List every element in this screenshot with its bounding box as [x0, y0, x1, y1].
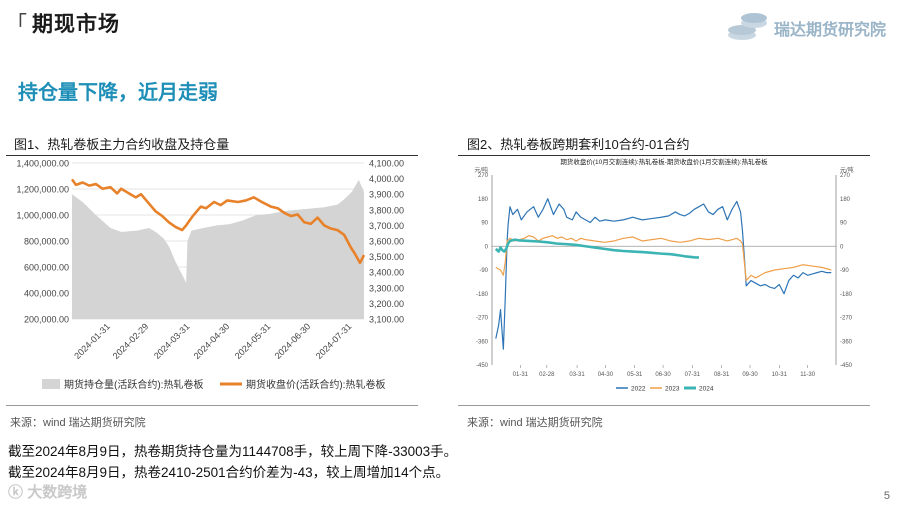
x-tick-label: 07-31: [685, 372, 701, 378]
figure1-source: 来源：wind 瑞达期货研究院: [10, 417, 146, 429]
y-left-tick-label: 600,000.00: [24, 263, 69, 273]
y-right-tick-label: 90: [840, 221, 847, 227]
y-left-tick-label: 180: [478, 197, 489, 203]
y-left-tick-label: -360: [476, 339, 489, 345]
x-tick-label: 08-31: [714, 372, 730, 378]
y-right-tick-label: 180: [840, 197, 851, 203]
series-line-2024: [494, 238, 700, 259]
watermark-icon: ⓚ: [8, 484, 24, 501]
chart2-title: 期货收盘价(10月交割连续):热轧卷板-期货收盘价(1月交割连续):热轧卷板: [560, 157, 768, 166]
y-left-tick-label: 270: [478, 173, 489, 179]
x-tick-label: 2024-05-31: [233, 321, 273, 361]
y-right-tick-label: 3,600.00: [369, 237, 404, 247]
left-unit-label: 元/吨: [474, 166, 488, 174]
y-right-tick-label: -90: [840, 268, 849, 274]
y-right-tick-label: 270: [840, 173, 851, 179]
y-left-tick-label: 1,400,000.00: [16, 159, 69, 169]
x-tick-label: 10-31: [772, 372, 788, 378]
y-left-tick-label: 800,000.00: [24, 237, 69, 247]
right-unit-label: 元/吨: [840, 166, 854, 174]
note-open-interest: 截至2024年8月9日，热卷期货持仓量为1144708手，较上周下降-33003…: [8, 444, 458, 459]
figure2-top-rule: [458, 155, 870, 156]
x-tick-label: 06-30: [655, 372, 671, 378]
coins-icon: [728, 13, 767, 40]
y-right-tick-label: 4,000.00: [369, 174, 404, 184]
figure2-caption: 图2、热轧卷板跨期套利10合约-01合约: [467, 137, 690, 152]
x-tick-label: 2024-04-30: [192, 321, 232, 361]
x-tick-label: 05-31: [627, 372, 643, 378]
page-number: 5: [883, 490, 890, 502]
close-price-line: [70, 178, 366, 265]
y-right-tick-label: 3,700.00: [369, 221, 404, 231]
x-tick-label: 2024-02-29: [111, 321, 151, 361]
y-right-tick-label: 4,100.00: [369, 159, 404, 169]
y-left-tick-label: -180: [476, 292, 489, 298]
open-interest-area: [72, 179, 364, 319]
y-left-tick-label: 90: [481, 221, 488, 227]
section-title: 「期现市场: [6, 8, 120, 38]
legend-label-2023: 2023: [665, 386, 680, 393]
y-left-tick-label: -270: [476, 316, 489, 322]
y-right-tick-label: 3,100.00: [369, 315, 404, 325]
y-right-tick-label: 3,800.00: [369, 205, 404, 215]
y-left-tick-label: 200,000.00: [24, 315, 69, 325]
note-spread: 截至2024年8月9日，热卷2410-2501合约价差为-43，较上周增加14个…: [8, 465, 450, 480]
series-line-2023: [495, 235, 832, 282]
y-left-tick-label: 400,000.00: [24, 289, 69, 299]
x-tick-label: 2024-07-31: [314, 321, 354, 361]
y-right-tick-label: 3,500.00: [369, 252, 404, 262]
x-tick-label: 2024-01-31: [72, 321, 112, 361]
legend-label-2024: 2024: [699, 386, 714, 393]
x-tick-label: 04-30: [598, 372, 614, 378]
y-left-tick-label: 1,000,000.00: [16, 211, 69, 221]
watermark: ⓚ 大数跨境: [8, 481, 87, 502]
y-right-tick-label: 3,200.00: [369, 299, 404, 309]
y-right-tick-label: 3,900.00: [369, 190, 404, 200]
y-left-tick-label: 1,200,000.00: [16, 185, 69, 195]
y-left-tick-label: 0: [485, 244, 489, 250]
figure2-source: 来源：wind 瑞达期货研究院: [467, 417, 603, 429]
legend-label-open-interest: 期货持仓量(活跃合约):热轧卷板: [64, 378, 203, 391]
x-tick-label: 11-30: [800, 372, 816, 378]
title-bracket: 「: [6, 13, 28, 36]
figure1-caption: 图1、热轧卷板主力合约收盘及持仓量: [14, 137, 230, 152]
legend-label-2022: 2022: [631, 386, 646, 393]
y-left-tick-label: -450: [476, 363, 489, 369]
x-tick-label: 02-28: [539, 372, 555, 378]
y-right-tick-label: 3,300.00: [369, 283, 404, 293]
figure1-bottom-rule: [6, 405, 418, 406]
watermark-text: 大数跨境: [27, 484, 88, 501]
y-right-tick-label: -450: [840, 363, 853, 369]
y-right-tick-label: -270: [840, 316, 853, 322]
series-line-2022: [495, 198, 832, 350]
logo-text: 瑞达期货研究院: [774, 22, 887, 39]
y-right-tick-label: -360: [840, 339, 853, 345]
section-title-text: 期现市场: [32, 13, 120, 36]
figure1-top-rule: [6, 155, 418, 156]
x-tick-label: 2024-03-31: [152, 321, 192, 361]
x-tick-label: 01-31: [513, 372, 529, 378]
y-right-tick-label: -180: [840, 292, 853, 298]
x-tick-label: 09-30: [742, 372, 758, 378]
chart1-open-interest-close-price: 200,000.00 400,000.00 600,000.00 800,000.00…: [16, 159, 404, 392]
x-tick-label: 2024-06-30: [273, 321, 313, 361]
legend-swatch-open-interest: [42, 379, 60, 389]
headline: 持仓量下降，近月走弱: [18, 82, 218, 104]
legend-label-close-price: 期货收盘价(活跃合约):热轧卷板: [246, 378, 385, 391]
y-right-tick-label: 3,400.00: [369, 268, 404, 278]
company-logo: 瑞达期货研究院: [722, 8, 892, 42]
y-left-tick-label: -90: [479, 268, 488, 274]
figure2-bottom-rule: [458, 405, 870, 406]
chart2-spread-10-01: 期货收盘价(10月交割连续):热轧卷板-期货收盘价(1月交割连续):热轧卷板元/…: [474, 157, 854, 393]
x-tick-label: 03-31: [569, 372, 585, 378]
y-right-tick-label: 0: [840, 244, 844, 250]
